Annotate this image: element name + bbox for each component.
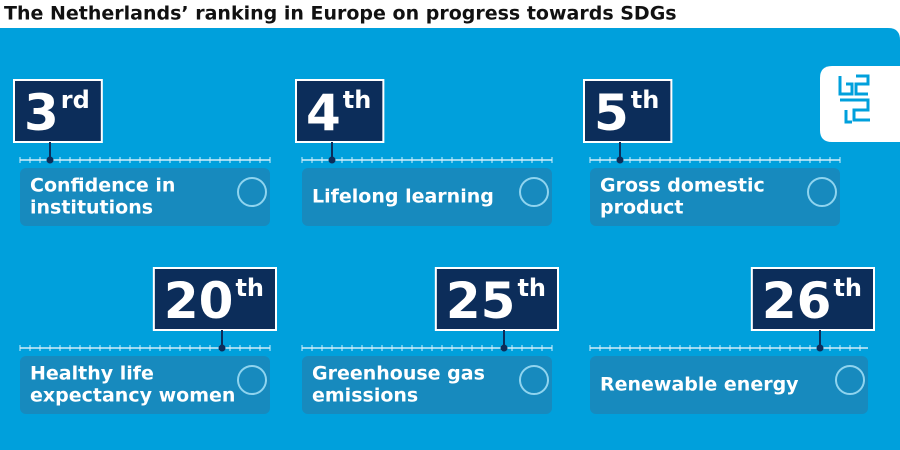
label-card bbox=[590, 356, 868, 414]
rank-box bbox=[152, 267, 277, 331]
label: Confidence in bbox=[30, 175, 175, 197]
label-card bbox=[20, 168, 270, 226]
rank: 25 bbox=[446, 272, 516, 330]
dot bbox=[218, 344, 226, 352]
label: Gross domestic bbox=[600, 175, 765, 197]
label: emissions bbox=[312, 385, 418, 407]
rank-box bbox=[583, 79, 673, 143]
rank-box bbox=[750, 267, 875, 331]
rank-suffix: th bbox=[517, 274, 546, 302]
label: Lifelong learning bbox=[312, 186, 494, 208]
label: expectancy women bbox=[30, 385, 235, 407]
label: Healthy life bbox=[30, 363, 154, 385]
rank-suffix: th bbox=[833, 274, 862, 302]
icon bbox=[807, 177, 837, 207]
rank: 3 bbox=[24, 84, 59, 142]
rank-box bbox=[434, 267, 559, 331]
icon bbox=[237, 177, 267, 207]
rank: 20 bbox=[164, 272, 234, 330]
icon bbox=[519, 177, 549, 207]
rank: 5 bbox=[594, 84, 629, 142]
item: Renewable energy 26 th bbox=[589, 267, 875, 414]
label: product bbox=[600, 197, 684, 219]
label: Greenhouse gas bbox=[312, 363, 485, 385]
item: Lifelong learning 4 th bbox=[295, 79, 553, 226]
rank-suffix: th bbox=[235, 274, 264, 302]
icon bbox=[519, 365, 549, 395]
rank-suffix: rd bbox=[61, 86, 90, 114]
dot bbox=[328, 156, 336, 164]
dot bbox=[46, 156, 54, 164]
rank: 4 bbox=[306, 84, 341, 142]
rank-suffix: th bbox=[343, 86, 372, 114]
rank-box bbox=[295, 79, 385, 143]
dot bbox=[816, 344, 824, 352]
title: The Netherlands’ ranking in Europe on pr… bbox=[4, 3, 677, 25]
label-card bbox=[302, 356, 552, 414]
label: Renewable energy bbox=[600, 374, 799, 396]
label-card bbox=[302, 168, 552, 226]
rank-suffix: th bbox=[631, 86, 660, 114]
dot bbox=[500, 344, 508, 352]
icon bbox=[237, 365, 267, 395]
dot bbox=[616, 156, 624, 164]
panel bbox=[0, 28, 900, 450]
label-card bbox=[590, 168, 840, 226]
rank-box bbox=[13, 79, 103, 143]
rank: 26 bbox=[762, 272, 832, 330]
icon bbox=[835, 365, 865, 395]
label: institutions bbox=[30, 197, 153, 219]
cbs-logo bbox=[820, 66, 900, 142]
label-card bbox=[20, 356, 270, 414]
